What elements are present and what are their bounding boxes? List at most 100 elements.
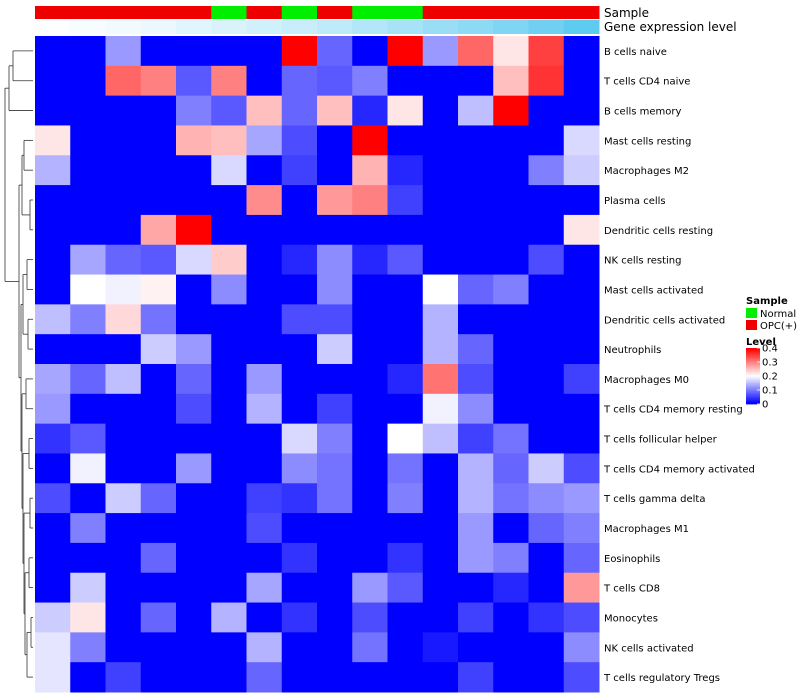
heatmap-cell: [140, 572, 177, 604]
heatmap-cell: [70, 36, 106, 67]
heatmap-cell: [70, 155, 106, 186]
heatmap-cell: [563, 393, 600, 425]
heatmap-cell: [387, 304, 424, 335]
heatmap-cell: [70, 483, 106, 514]
heatmap-cell: [563, 334, 600, 365]
heatmap-cell: [352, 483, 388, 514]
heatmap-cell: [458, 423, 494, 454]
heatmap-cell: [211, 483, 247, 514]
row-label: Macrophages M2: [604, 166, 689, 177]
heatmap-cell: [281, 423, 318, 454]
heatmap-cell: [387, 185, 424, 216]
heatmap-cell: [493, 274, 529, 305]
heatmap-cell: [281, 214, 318, 246]
heatmap-cell: [528, 334, 565, 365]
heatmap-cell: [422, 483, 459, 514]
heatmap-cell: [70, 185, 106, 216]
row-label: T cells CD4 memory activated: [603, 464, 755, 475]
heatmap-cell: [387, 65, 424, 97]
row-label: Neutrophils: [604, 345, 661, 356]
heatmap-cell: [422, 542, 459, 574]
heatmap-cell: [352, 304, 388, 335]
colorbar-step: [746, 371, 760, 374]
heatmap-cell: [140, 155, 177, 186]
heatmap-cell: [387, 214, 424, 246]
heatmap-cell: [317, 214, 353, 246]
colorbar-step: [746, 380, 760, 382]
heatmap-cell: [140, 95, 177, 126]
colorbar-step: [746, 398, 760, 401]
legend-label-normal: Normal: [760, 309, 796, 320]
heatmap-cell: [35, 65, 71, 97]
heatmap-cell: [528, 214, 565, 246]
heatmap-cell: [105, 214, 142, 246]
colorbar-tick-label: 0.1: [762, 386, 778, 397]
heatmap-cell: [246, 602, 283, 633]
expression-annotation-cell: [105, 20, 142, 34]
heatmap-cell: [528, 304, 565, 335]
heatmap-cell: [211, 334, 247, 365]
sample-annotation-cell: [70, 6, 106, 19]
heatmap-cell: [422, 602, 459, 633]
sample-annotation-cell: [317, 6, 353, 19]
heatmap-cell: [528, 95, 565, 126]
heatmap-cell: [140, 453, 177, 484]
colorbar-step: [746, 392, 760, 395]
heatmap-cell: [387, 483, 424, 514]
legend: Sample Normal OPC(+) Level 0.4 0.3 0.2 0.1 0: [746, 296, 797, 411]
heatmap-cell: [352, 214, 388, 246]
heatmap-cell: [493, 364, 529, 395]
heatmap-cell: [105, 185, 142, 216]
heatmap-cell: [458, 95, 494, 126]
heatmap-cell: [281, 155, 318, 186]
heatmap-cell: [458, 453, 494, 484]
heatmap-cell: [528, 393, 565, 425]
heatmap-cell: [528, 274, 565, 305]
heatmap-cell: [176, 423, 212, 454]
heatmap-cell: [281, 364, 318, 395]
heatmap-cell: [35, 334, 71, 365]
heatmap-cell: [246, 155, 283, 186]
heatmap-cell: [176, 214, 212, 246]
heatmap-cell: [105, 632, 142, 663]
heatmap-cell: [140, 274, 177, 305]
heatmap-cell: [528, 572, 565, 604]
sample-annotation-cell: [352, 6, 388, 19]
heatmap-cell: [563, 155, 600, 186]
heatmap-cell: [387, 125, 424, 156]
expression-annotation-cell: [70, 20, 106, 34]
heatmap-cell: [176, 65, 212, 97]
heatmap-cell: [352, 36, 388, 67]
heatmap-cell: [281, 125, 318, 156]
heatmap-cell: [387, 423, 424, 454]
heatmap-cell: [528, 65, 565, 97]
heatmap-cell: [246, 36, 283, 67]
colorbar-step: [746, 376, 760, 378]
heatmap-cell: [246, 95, 283, 126]
colorbar-step: [746, 385, 760, 388]
heatmap-cell: [281, 244, 318, 276]
heatmap-cell: [422, 304, 459, 335]
heatmap-cell: [458, 513, 494, 544]
heatmap-cell: [317, 513, 353, 544]
heatmap-cell: [493, 155, 529, 186]
heatmap-cell: [176, 632, 212, 663]
colorbar-step: [746, 357, 760, 360]
heatmap-cell: [563, 185, 600, 216]
heatmap-cell: [70, 244, 106, 276]
expression-annotation-cell: [176, 20, 212, 34]
heatmap-cell: [317, 662, 353, 693]
expression-annotation-bar: [35, 20, 600, 34]
heatmap-cell: [246, 185, 283, 216]
row-label: Dendritic cells resting: [604, 226, 713, 237]
heatmap-cell: [458, 274, 494, 305]
heatmap-cell: [246, 65, 283, 97]
heatmap-cell: [493, 662, 529, 693]
sample-annotation-cell: [246, 6, 283, 19]
heatmap-cell: [105, 274, 142, 305]
heatmap-cell: [246, 244, 283, 276]
heatmap-cell: [422, 244, 459, 276]
heatmap-cell: [70, 602, 106, 633]
colorbar-step: [746, 401, 760, 403]
heatmap-cell: [317, 274, 353, 305]
